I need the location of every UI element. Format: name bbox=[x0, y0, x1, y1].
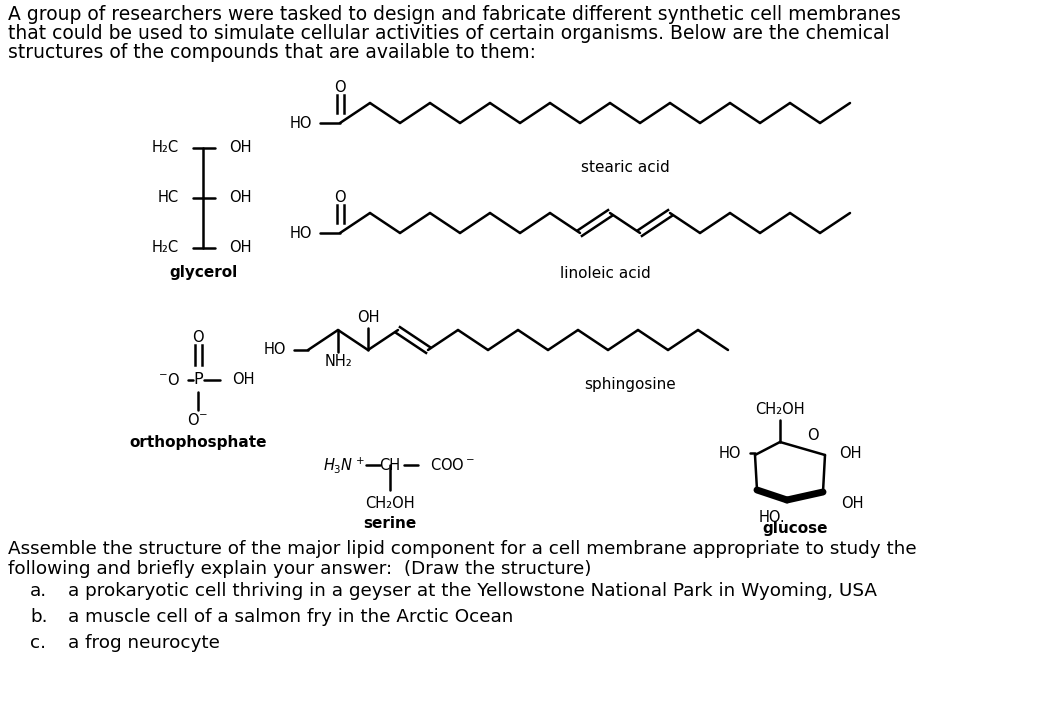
Text: OH: OH bbox=[356, 311, 379, 325]
Text: HO: HO bbox=[290, 116, 312, 130]
Text: OH: OH bbox=[232, 372, 254, 388]
Text: COO$^-$: COO$^-$ bbox=[430, 457, 475, 473]
Text: HC: HC bbox=[158, 191, 179, 205]
Text: HO: HO bbox=[264, 343, 286, 358]
Text: CH₂OH: CH₂OH bbox=[365, 496, 415, 510]
Text: HO.: HO. bbox=[759, 510, 785, 526]
Text: linoleic acid: linoleic acid bbox=[560, 266, 650, 280]
Text: $^{-}$O: $^{-}$O bbox=[158, 372, 180, 388]
Text: NH₂: NH₂ bbox=[324, 355, 352, 369]
Text: P: P bbox=[193, 372, 203, 388]
Text: $H_3N^+$: $H_3N^+$ bbox=[323, 455, 365, 475]
Text: structures of the compounds that are available to them:: structures of the compounds that are ava… bbox=[8, 43, 536, 62]
Text: CH: CH bbox=[379, 458, 400, 472]
Text: serine: serine bbox=[364, 515, 417, 531]
Text: O: O bbox=[334, 79, 346, 95]
Text: H₂C: H₂C bbox=[152, 140, 179, 156]
Text: glucose: glucose bbox=[763, 521, 827, 536]
Text: a muscle cell of a salmon fry in the Arctic Ocean: a muscle cell of a salmon fry in the Arc… bbox=[68, 608, 514, 626]
Text: O: O bbox=[807, 428, 818, 444]
Text: following and briefly explain your answer:  (Draw the structure): following and briefly explain your answe… bbox=[8, 560, 592, 578]
Text: a.: a. bbox=[30, 582, 47, 600]
Text: OH: OH bbox=[841, 496, 864, 512]
Text: OH: OH bbox=[229, 191, 251, 205]
Text: stearic acid: stearic acid bbox=[580, 161, 669, 175]
Text: a prokaryotic cell thriving in a geyser at the Yellowstone National Park in Wyom: a prokaryotic cell thriving in a geyser … bbox=[68, 582, 877, 600]
Text: CH₂OH: CH₂OH bbox=[755, 402, 804, 418]
Text: that could be used to simulate cellular activities of certain organisms. Below a: that could be used to simulate cellular … bbox=[8, 24, 890, 43]
Text: c.: c. bbox=[30, 634, 46, 652]
Text: Assemble the structure of the major lipid component for a cell membrane appropri: Assemble the structure of the major lipi… bbox=[8, 540, 917, 558]
Text: O: O bbox=[192, 329, 204, 344]
Text: sphingosine: sphingosine bbox=[585, 378, 676, 393]
Text: O: O bbox=[334, 189, 346, 205]
Text: HO: HO bbox=[290, 226, 312, 240]
Text: a frog neurocyte: a frog neurocyte bbox=[68, 634, 220, 652]
Text: A group of researchers were tasked to design and fabricate different synthetic c: A group of researchers were tasked to de… bbox=[8, 5, 901, 24]
Text: O$^{-}$: O$^{-}$ bbox=[188, 412, 208, 428]
Text: orthophosphate: orthophosphate bbox=[129, 435, 267, 449]
Text: OH: OH bbox=[839, 446, 862, 461]
Text: H₂C: H₂C bbox=[152, 240, 179, 255]
Text: OH: OH bbox=[229, 140, 251, 156]
Text: glycerol: glycerol bbox=[169, 266, 238, 280]
Text: HO: HO bbox=[719, 446, 741, 461]
Text: b.: b. bbox=[30, 608, 48, 626]
Text: OH: OH bbox=[229, 240, 251, 255]
